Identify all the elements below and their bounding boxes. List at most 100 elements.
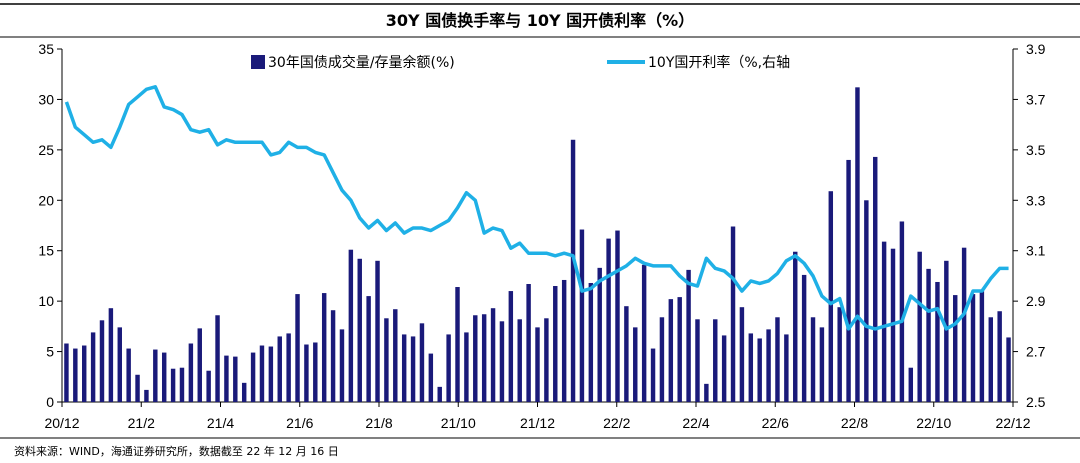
x-tick-label: 22/4 xyxy=(682,415,709,431)
bar xyxy=(357,258,362,402)
x-tick-label: 22/6 xyxy=(762,415,789,431)
bar xyxy=(997,311,1002,402)
bar xyxy=(481,314,487,402)
bar xyxy=(766,329,771,402)
axis-ticks: 0 5 10 15 20 25 30 35 2.5 2.7 2.9 3.1 3.3 3.5 3.7 3.9 20… xyxy=(38,41,1045,431)
bar xyxy=(188,343,194,402)
bar xyxy=(455,287,460,402)
bar xyxy=(641,264,647,402)
bar xyxy=(179,367,185,402)
bar xyxy=(810,317,816,402)
right-tick-label: 2.5 xyxy=(1026,394,1046,410)
left-tick-label: 25 xyxy=(38,142,54,158)
bar xyxy=(793,251,798,402)
bar xyxy=(428,353,434,402)
bar xyxy=(988,317,993,402)
bar xyxy=(553,286,558,402)
bar xyxy=(304,344,309,402)
bar xyxy=(259,345,265,402)
right-tick-label: 3.3 xyxy=(1026,192,1046,208)
bar xyxy=(348,249,354,402)
bar xyxy=(588,282,594,402)
right-tick-label: 2.7 xyxy=(1026,344,1046,360)
right-tick-label: 3.7 xyxy=(1026,91,1046,107)
bar xyxy=(633,327,638,402)
bar xyxy=(650,348,656,402)
bar xyxy=(970,294,976,402)
bar xyxy=(224,355,229,402)
bar xyxy=(144,389,149,402)
legend-line-label: 10Y国开利率（%,右轴 xyxy=(648,54,790,71)
legend-bar-swatch xyxy=(251,55,265,69)
bar xyxy=(899,221,905,402)
bar xyxy=(384,318,389,402)
legend-bar-label: 30年国债成交量/存量余额(%) xyxy=(268,54,455,71)
bar xyxy=(161,352,167,402)
source-note: 资料来源：WIND，海通证券研究所，数据截至 22 年 12 月 16 日 xyxy=(14,444,339,458)
bar xyxy=(126,348,131,402)
bar xyxy=(855,87,860,402)
x-tick-label: 22/10 xyxy=(916,415,951,431)
left-tick-label: 20 xyxy=(38,192,54,208)
bar xyxy=(615,230,620,402)
x-tick-label: 21/2 xyxy=(128,415,155,431)
left-tick-label: 10 xyxy=(38,293,54,309)
bar-series xyxy=(64,87,1011,402)
line-series-group xyxy=(64,85,1009,331)
x-tick-label: 21/6 xyxy=(286,415,313,431)
bar xyxy=(819,327,825,402)
left-tick-label: 0 xyxy=(46,394,54,410)
bar xyxy=(99,320,105,402)
bar xyxy=(393,309,398,402)
bar xyxy=(277,336,282,402)
chart-title: 30Y 国债换手率与 10Y 国开债利率（%） xyxy=(386,11,694,30)
bar xyxy=(135,374,140,402)
x-tick-label: 22/2 xyxy=(603,415,630,431)
bar xyxy=(241,382,247,402)
bar xyxy=(233,356,238,402)
bar xyxy=(784,334,789,402)
bar xyxy=(544,318,549,402)
bar xyxy=(908,367,914,402)
bar xyxy=(73,348,78,402)
bar xyxy=(677,297,682,402)
bar xyxy=(864,200,869,402)
bar xyxy=(926,268,931,402)
bar xyxy=(597,267,602,402)
bar xyxy=(64,343,69,402)
bar xyxy=(401,334,407,402)
left-tick-label: 35 xyxy=(38,41,54,57)
bar xyxy=(606,238,611,402)
bar xyxy=(419,323,425,402)
bar xyxy=(704,383,709,402)
bar xyxy=(82,345,87,402)
bar xyxy=(330,310,336,402)
bar xyxy=(517,319,522,402)
bar xyxy=(295,294,300,402)
right-tick-label: 3.9 xyxy=(1026,41,1046,57)
bar xyxy=(846,159,851,402)
left-tick-label: 30 xyxy=(38,91,54,107)
legend: 30年国债成交量/存量余额(%) 10Y国开利率（%,右轴 xyxy=(251,54,790,71)
rate-line xyxy=(64,85,1009,331)
bar xyxy=(624,306,629,402)
bar xyxy=(473,315,478,402)
right-tick-label: 3.5 xyxy=(1026,142,1046,158)
bar xyxy=(153,349,158,402)
bar xyxy=(1006,337,1011,402)
bar xyxy=(713,319,718,402)
bar xyxy=(828,191,834,402)
bar xyxy=(935,281,940,402)
bar xyxy=(339,329,345,402)
bar xyxy=(321,293,327,402)
bar xyxy=(117,327,122,402)
bar xyxy=(526,284,531,402)
left-tick-label: 5 xyxy=(46,344,54,360)
bar xyxy=(686,269,691,402)
bar xyxy=(206,370,211,402)
left-tick-label: 15 xyxy=(38,243,54,259)
bar xyxy=(366,296,371,402)
bar xyxy=(748,333,754,402)
bar xyxy=(881,241,887,402)
bar xyxy=(108,308,114,402)
